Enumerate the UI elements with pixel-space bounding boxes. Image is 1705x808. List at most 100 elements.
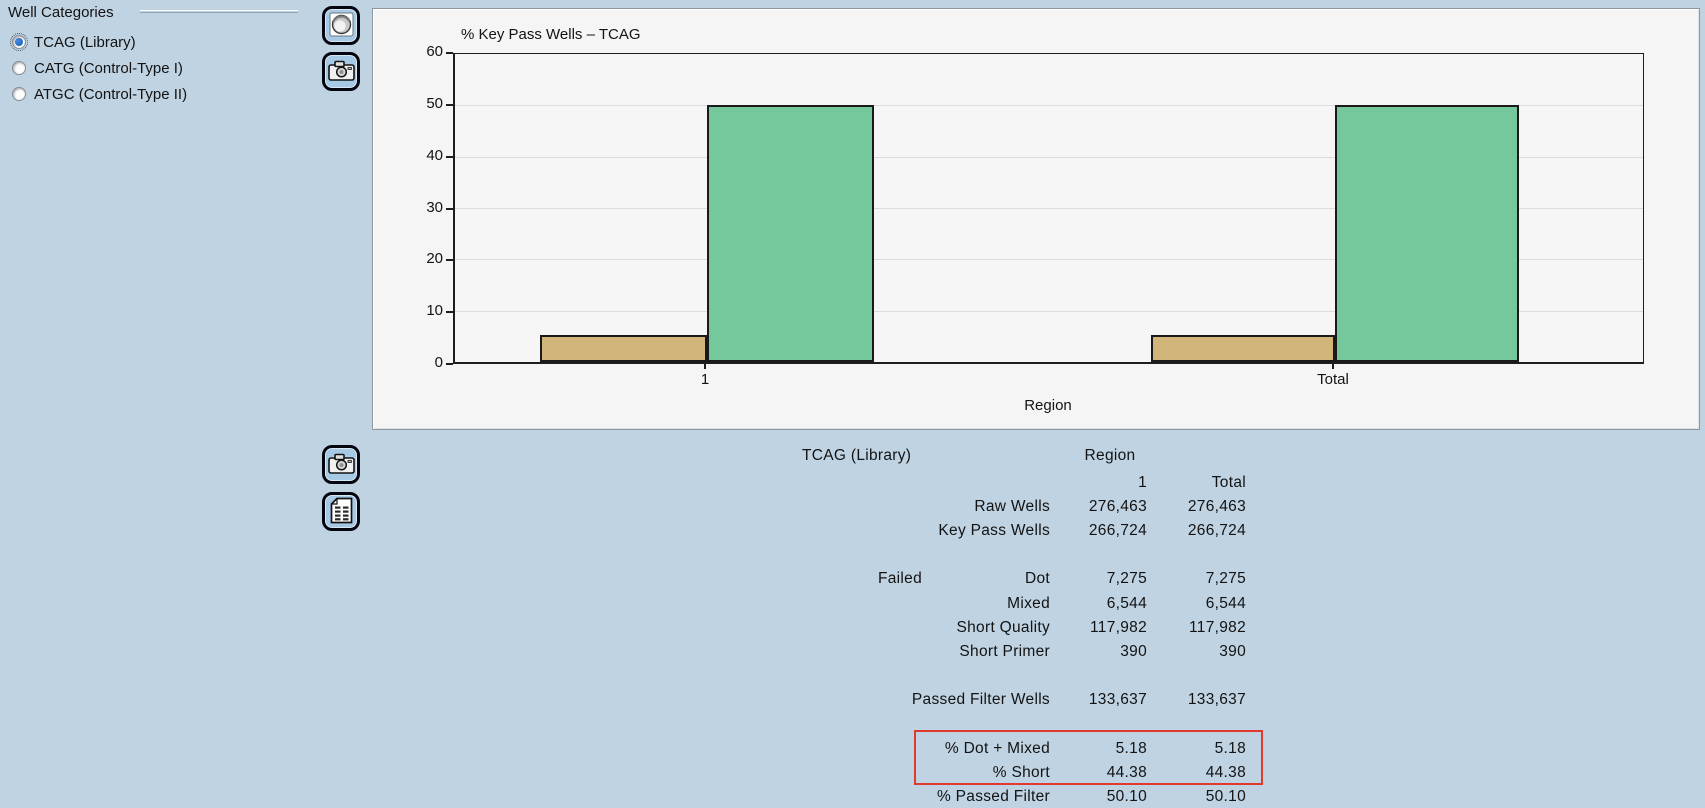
gridline: [455, 208, 1643, 209]
total-cell: 50.10: [1205, 788, 1246, 806]
y-tick-mark: [446, 259, 453, 262]
total-cell: 266,724: [1187, 521, 1246, 539]
table-snapshot-button[interactable]: [322, 445, 360, 484]
row-label-cell: Raw Wells: [974, 497, 1050, 515]
region-1-cell: 50.10: [1106, 788, 1147, 806]
y-tick-label: 20: [426, 250, 443, 268]
well-category-option: ATGC (Control-Type II): [12, 84, 187, 104]
wells-image-button[interactable]: [322, 6, 360, 45]
table-region-header: Region: [1084, 447, 1136, 464]
chart-snapshot-button[interactable]: [322, 52, 360, 91]
total-cell: 276,463: [1187, 497, 1246, 515]
bar-green-bar: [1335, 105, 1519, 362]
highlight-box: [914, 730, 1263, 785]
region-1-cell: 6,544: [1106, 594, 1147, 612]
bar-tan-bar: [1151, 335, 1335, 362]
well-category-option: CATG (Control-Type I): [12, 58, 183, 78]
failed-group-label: Failed: [877, 570, 922, 587]
row-label-cell: Short Quality: [956, 618, 1050, 636]
camera-icon: [327, 452, 355, 478]
table-row: Passed Filter Wells 133,637 133,637: [740, 691, 1246, 709]
well-category-option: TCAG (Library): [10, 32, 136, 52]
radio-label: TCAG (Library): [34, 33, 136, 51]
y-tick-label: 40: [426, 146, 443, 164]
table-row: Short Primer 390 390: [740, 643, 1246, 661]
y-tick-label: 50: [426, 94, 443, 112]
row-label-cell: Mixed: [1007, 594, 1050, 612]
y-tick-label: 10: [426, 302, 443, 320]
y-tick-mark: [446, 207, 453, 210]
region-1-cell: 133,637: [1088, 691, 1147, 709]
table-row: Short Quality 117,982 117,982: [740, 619, 1246, 637]
radio-button[interactable]: [12, 87, 26, 101]
y-tick-label: 30: [426, 198, 443, 216]
total-cell: 5.18: [1214, 739, 1246, 757]
region-1-cell: 5.18: [1115, 739, 1147, 757]
table-row: % Passed Filter 50.10 50.10: [740, 788, 1246, 806]
row-label-cell: Short Primer: [959, 642, 1050, 660]
x-axis-label: Region: [1024, 397, 1072, 414]
row-label-cell: % Dot + Mixed: [944, 739, 1050, 757]
wells-image-icon: [329, 12, 354, 40]
radio-label: CATG (Control-Type I): [34, 59, 183, 77]
gridline: [455, 259, 1643, 261]
gridline: [455, 156, 1643, 158]
total-cell: 7,275: [1205, 570, 1246, 588]
region-1-cell: 390: [1120, 642, 1147, 660]
table-row: Key Pass Wells 266,724 266,724: [740, 522, 1246, 540]
x-tick-label: 1: [700, 371, 710, 388]
y-tick-label: 60: [426, 43, 443, 60]
chart-panel: % Key Pass Wells – TCAG Region 0 10 20 30 40…: [372, 8, 1700, 430]
title-divider: [140, 10, 298, 13]
region-1-cell: 1: [1138, 473, 1147, 491]
plot-area: [453, 53, 1644, 364]
region-1-cell: 117,982: [1090, 618, 1147, 636]
row-label-cell: % Short: [992, 763, 1050, 781]
row-label-cell: Key Pass Wells: [938, 521, 1050, 539]
row-label-cell: % Passed Filter: [936, 788, 1050, 806]
region-1-cell: 266,724: [1088, 521, 1147, 539]
total-cell: 44.38: [1205, 763, 1246, 781]
total-cell: Total: [1211, 473, 1246, 491]
gridline: [455, 310, 1643, 312]
total-cell: 133,637: [1187, 691, 1246, 709]
spreadsheet-icon: [330, 497, 353, 527]
table-row: 1 Total: [740, 474, 1246, 492]
gridline: [455, 105, 1643, 107]
table-row: Raw Wells 276,463 276,463: [740, 498, 1246, 516]
radio-button[interactable]: [10, 33, 28, 51]
x-tick-mark: [1332, 364, 1334, 369]
table-row: % Dot + Mixed 5.18 5.18: [740, 740, 1246, 758]
row-label-cell: [740, 474, 1050, 492]
x-tick-label: Total: [1317, 371, 1349, 388]
table-row: Dot 7,275 7,275: [740, 570, 1246, 588]
radio-button[interactable]: [12, 61, 26, 75]
row-label-cell: Passed Filter Wells: [911, 691, 1050, 709]
total-cell: 6,544: [1205, 594, 1246, 612]
table-row: Mixed 6,544 6,544: [740, 595, 1246, 613]
y-tick-mark: [446, 155, 453, 158]
y-tick-mark: [446, 363, 453, 365]
well-categories-title: Well Categories: [8, 4, 114, 21]
region-1-cell: 7,275: [1106, 570, 1147, 588]
y-tick-mark: [446, 52, 453, 54]
radio-label: ATGC (Control-Type II): [34, 85, 188, 103]
y-tick-mark: [446, 311, 453, 314]
total-cell: 390: [1219, 642, 1246, 660]
y-tick-mark: [446, 103, 453, 106]
table-row: % Short 44.38 44.38: [740, 764, 1246, 782]
region-1-cell: 44.38: [1106, 763, 1147, 781]
y-tick-label: 0: [434, 354, 443, 371]
total-cell: 117,982: [1189, 618, 1246, 636]
bar-green-bar: [707, 105, 874, 362]
bar-tan-bar: [540, 335, 707, 362]
chart-title: % Key Pass Wells – TCAG: [461, 26, 641, 43]
export-table-button[interactable]: [322, 492, 360, 531]
camera-icon: [327, 59, 355, 85]
row-label-cell: Dot: [1024, 570, 1050, 588]
table-title: TCAG (Library): [802, 447, 912, 464]
x-tick-mark: [704, 364, 706, 369]
results-table: TCAG (Library) Region Failed 1 Total Raw W…: [0, 430, 1705, 808]
region-1-cell: 276,463: [1088, 497, 1147, 515]
